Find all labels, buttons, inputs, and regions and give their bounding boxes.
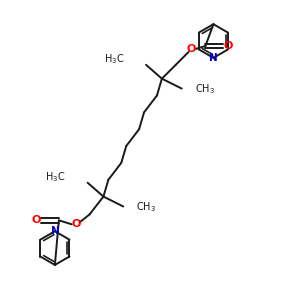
Text: CH$_3$: CH$_3$ xyxy=(136,201,156,214)
Text: H$_3$C: H$_3$C xyxy=(104,52,124,66)
Text: N: N xyxy=(209,53,218,63)
Text: O: O xyxy=(187,44,196,54)
Text: H$_3$C: H$_3$C xyxy=(46,170,66,184)
Text: N: N xyxy=(50,226,59,236)
Text: O: O xyxy=(32,215,41,225)
Text: O: O xyxy=(72,219,81,229)
Text: O: O xyxy=(224,41,233,51)
Text: CH$_3$: CH$_3$ xyxy=(195,83,214,97)
